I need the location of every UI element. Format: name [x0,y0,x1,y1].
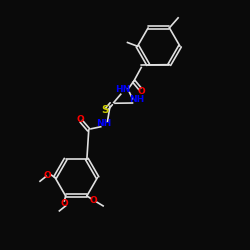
Text: O: O [44,170,52,179]
Text: O: O [89,196,97,205]
Text: S: S [101,105,108,115]
Text: O: O [76,116,84,124]
Text: HN: HN [116,86,131,94]
Text: O: O [60,199,68,208]
Text: O: O [138,87,145,96]
Text: NH: NH [96,119,112,128]
Text: NH: NH [128,96,144,104]
